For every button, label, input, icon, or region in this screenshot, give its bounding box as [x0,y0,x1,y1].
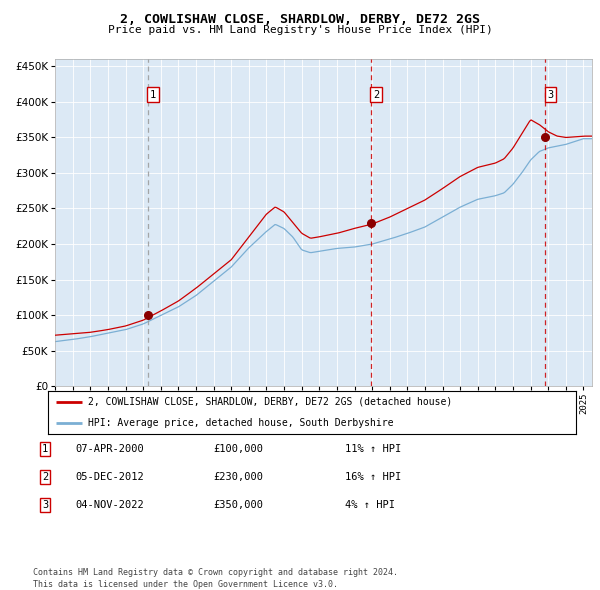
Text: HPI: Average price, detached house, South Derbyshire: HPI: Average price, detached house, Sout… [88,418,393,428]
Text: Contains HM Land Registry data © Crown copyright and database right 2024.
This d: Contains HM Land Registry data © Crown c… [33,568,398,589]
Text: 3: 3 [547,90,554,100]
Text: 2: 2 [42,472,48,482]
Text: 11% ↑ HPI: 11% ↑ HPI [345,444,401,454]
Text: £100,000: £100,000 [213,444,263,454]
Text: £230,000: £230,000 [213,472,263,482]
Text: 1: 1 [42,444,48,454]
Text: 04-NOV-2022: 04-NOV-2022 [75,500,144,510]
Text: 05-DEC-2012: 05-DEC-2012 [75,472,144,482]
Text: £350,000: £350,000 [213,500,263,510]
Text: Price paid vs. HM Land Registry's House Price Index (HPI): Price paid vs. HM Land Registry's House … [107,25,493,35]
Text: 4% ↑ HPI: 4% ↑ HPI [345,500,395,510]
Text: 2: 2 [373,90,379,100]
Text: 07-APR-2000: 07-APR-2000 [75,444,144,454]
Text: 16% ↑ HPI: 16% ↑ HPI [345,472,401,482]
Text: 1: 1 [150,90,157,100]
Text: 2, COWLISHAW CLOSE, SHARDLOW, DERBY, DE72 2GS (detached house): 2, COWLISHAW CLOSE, SHARDLOW, DERBY, DE7… [88,397,452,407]
Text: 3: 3 [42,500,48,510]
Text: 2, COWLISHAW CLOSE, SHARDLOW, DERBY, DE72 2GS: 2, COWLISHAW CLOSE, SHARDLOW, DERBY, DE7… [120,13,480,26]
